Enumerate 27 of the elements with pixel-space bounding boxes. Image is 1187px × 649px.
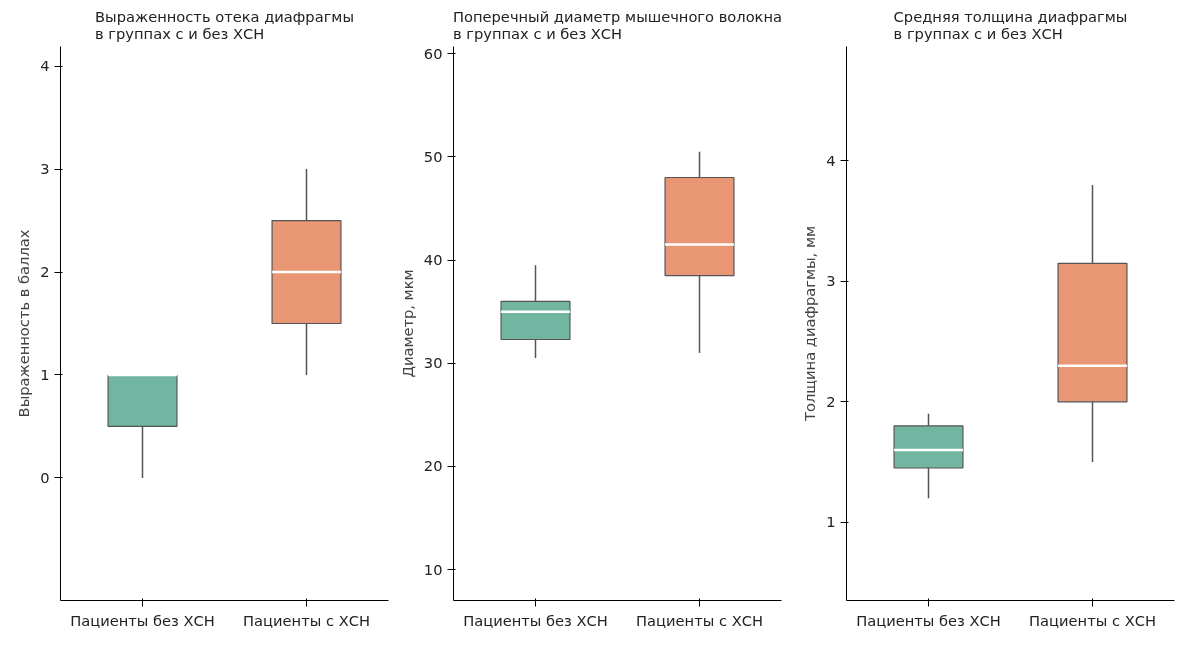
- y-tick-label: 3: [40, 160, 50, 178]
- x-tick-label: Пациенты без ХСН: [463, 611, 608, 629]
- y-tick-label: 40: [423, 251, 443, 269]
- x-tick-label: Пациенты с ХСН: [243, 611, 370, 629]
- y-tick-label: 2: [826, 392, 836, 410]
- y-tick-label: 50: [423, 147, 443, 165]
- y-tick-label: 4: [40, 57, 50, 75]
- x-tick-label: Пациенты с ХСН: [636, 611, 763, 629]
- y-tick-label: 2: [40, 263, 50, 281]
- y-tick-label: 10: [423, 560, 443, 578]
- chart-title: Поперечный диаметр мышечного волокна в группах с и без ХСН: [452, 7, 783, 42]
- x-tick-label: Пациенты без ХСН: [856, 611, 1001, 629]
- y-tick-label: 3: [826, 272, 836, 290]
- x-tick-label: Пациенты без ХСН: [70, 611, 215, 629]
- y-tick-label: 1: [40, 365, 50, 383]
- y-tick-label: 4: [826, 151, 836, 169]
- y-tick-label: 0: [40, 468, 50, 486]
- y-tick-label: 20: [423, 457, 443, 475]
- y-axis-title: Толщина диафрагмы, мм: [801, 225, 819, 423]
- y-tick-label: 60: [423, 44, 443, 62]
- chart-title: Выраженность отека диафрагмы в группах с и без ХСН: [95, 7, 354, 42]
- y-tick-label: 1: [826, 513, 836, 531]
- x-tick-label: Пациенты с ХСН: [1029, 611, 1156, 629]
- y-axis-title: Выраженность в баллах: [15, 229, 33, 418]
- y-tick-label: 30: [423, 354, 443, 372]
- chart-title: Средняя толщина диафрагмы в группах с и без ХСН: [893, 7, 1128, 42]
- y-axis-title: Диаметр, мкм: [398, 269, 416, 378]
